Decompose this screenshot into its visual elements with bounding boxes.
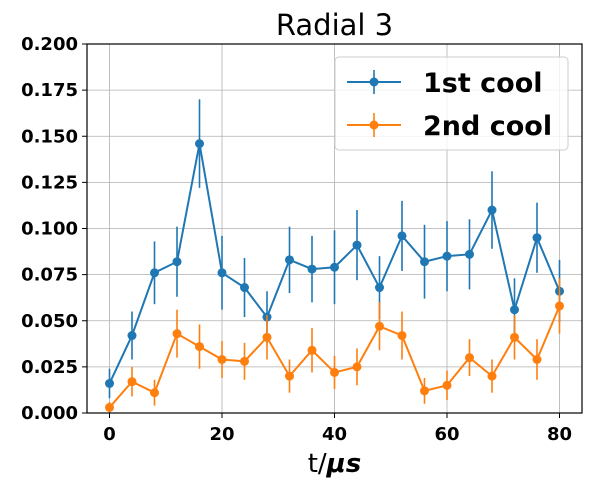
legend-entry-1: 1st cool	[347, 68, 543, 99]
data-point	[195, 139, 204, 149]
x-tick-label: 80	[547, 424, 572, 445]
y-tick-label: 0.050	[21, 311, 78, 332]
data-point	[330, 262, 339, 272]
y-tick-label: 0.125	[21, 172, 78, 193]
data-point	[532, 354, 542, 364]
data-point	[217, 354, 227, 364]
data-point	[352, 240, 362, 250]
x-axis-label: t/μs	[308, 449, 362, 479]
legend-box	[334, 56, 569, 151]
data-point	[397, 331, 407, 341]
data-point	[375, 321, 384, 331]
data-point	[510, 305, 519, 315]
y-tick-label: 0.000	[21, 403, 78, 424]
data-point	[105, 378, 114, 388]
data-point	[307, 264, 317, 274]
data-point	[442, 251, 452, 261]
x-tick-label: 40	[322, 424, 347, 445]
data-point	[420, 257, 429, 267]
y-axis-ticks: 0.000 0.025 0.050 0.075 0.100 0.125 0.150 0.175…	[21, 34, 87, 424]
series-layer	[105, 99, 564, 413]
data-point	[285, 255, 294, 265]
data-point	[127, 331, 137, 341]
series-2	[105, 278, 564, 413]
x-axis-ticks: 0 20 40 60 80	[103, 413, 572, 445]
y-tick-label: 0.100	[21, 219, 78, 240]
data-point	[240, 283, 249, 293]
data-point	[397, 231, 407, 241]
data-point	[172, 329, 182, 339]
data-point	[127, 377, 137, 387]
data-point	[510, 332, 519, 342]
data-point	[172, 257, 182, 267]
data-point	[465, 249, 474, 259]
series-1	[105, 99, 564, 399]
data-point	[217, 268, 227, 278]
data-point	[150, 388, 159, 398]
legend-label: 2nd cool	[423, 111, 552, 142]
data-point	[442, 380, 452, 390]
data-point	[330, 367, 339, 377]
data-point	[555, 301, 564, 311]
x-tick-label: 60	[434, 424, 459, 445]
data-point	[285, 371, 294, 381]
x-tick-label: 0	[103, 424, 116, 445]
data-point	[465, 353, 474, 363]
legend-marker	[369, 77, 379, 87]
legend-marker	[369, 120, 379, 130]
y-tick-label: 0.150	[21, 126, 78, 147]
data-point	[307, 345, 317, 355]
data-point	[150, 268, 159, 278]
data-point	[240, 356, 249, 366]
y-tick-label: 0.200	[21, 34, 78, 55]
data-point	[375, 283, 384, 293]
x-tick-label: 20	[209, 424, 234, 445]
y-tick-label: 0.025	[21, 357, 78, 378]
data-point	[262, 332, 272, 342]
legend: 1st cool 2nd cool	[334, 56, 569, 151]
x-axis-label-symbol: μs	[326, 449, 362, 479]
y-tick-label: 0.175	[21, 80, 78, 101]
data-point	[420, 386, 429, 396]
legend-label: 1st cool	[423, 68, 543, 99]
legend-entry-2: 2nd cool	[347, 111, 552, 142]
chart-title: Radial 3	[276, 8, 393, 42]
data-point	[487, 205, 497, 215]
data-point	[532, 233, 542, 243]
x-axis-label-text: t/	[308, 449, 327, 479]
y-tick-label: 0.075	[21, 265, 78, 286]
data-point	[352, 362, 362, 372]
data-point	[105, 402, 114, 412]
data-point	[195, 342, 204, 352]
data-point	[487, 371, 497, 381]
